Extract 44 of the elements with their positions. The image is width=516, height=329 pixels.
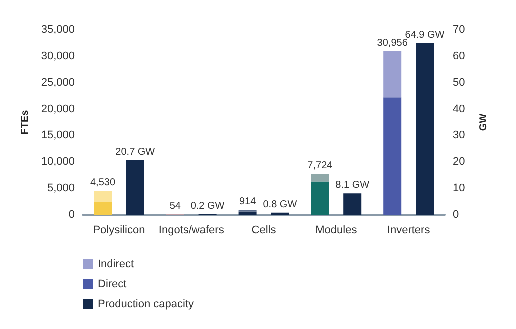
data-label: 20.7 GW <box>116 146 156 158</box>
legend-label: Direct <box>98 278 127 290</box>
y-tick-label: 25,000 <box>41 76 75 89</box>
y2-tick-label: 10 <box>453 182 466 195</box>
y2-tick-label: 0 <box>453 209 460 221</box>
x-tick-label: Cells <box>252 224 277 236</box>
y-tick-label: 30,000 <box>41 50 75 62</box>
bar <box>94 191 112 202</box>
total-label: 54 <box>170 201 182 212</box>
y2-axis-title: GW <box>478 113 490 132</box>
legend-label: Indirect <box>98 258 134 270</box>
y-tick-label: 20,000 <box>41 103 75 116</box>
x-tick-label: Inverters <box>387 224 431 236</box>
y-axis-title: FTEs <box>20 110 31 135</box>
y-tick-label: 35,000 <box>41 24 75 36</box>
legend-label: Production capacity <box>98 298 194 310</box>
bar <box>94 202 112 215</box>
bar <box>416 43 434 215</box>
total-label: 914 <box>239 196 257 208</box>
data-label: 8.1 GW <box>336 180 370 192</box>
y2-tick-label: 40 <box>453 103 466 116</box>
y2-tick-label: 60 <box>453 50 466 62</box>
y2-tick-label: 50 <box>453 76 466 89</box>
bar <box>238 212 257 215</box>
bar <box>384 51 402 98</box>
data-label: 0.8 GW <box>263 199 298 210</box>
y-tick-label: 5,000 <box>47 182 75 195</box>
total-label: 7,724 <box>308 160 334 172</box>
bar <box>311 182 330 215</box>
bar <box>126 160 144 215</box>
total-label: 4,530 <box>90 178 116 189</box>
y2-tick-label: 30 <box>453 130 466 142</box>
y-tick-label: 0 <box>68 209 75 221</box>
y-tick-label: 15,000 <box>41 130 75 142</box>
y2-tick-label: 70 <box>453 24 466 36</box>
bar <box>344 194 362 215</box>
data-label: 0.2 GW <box>190 200 226 212</box>
bar <box>384 98 402 215</box>
y2-tick-label: 20 <box>453 156 466 168</box>
x-tick-label: Polysilicon <box>93 224 146 236</box>
x-tick-label: Ingots/wafers <box>158 224 225 236</box>
x-tick-label: Modules <box>316 224 358 236</box>
y-tick-label: 10,000 <box>41 156 75 168</box>
bar <box>311 174 330 182</box>
